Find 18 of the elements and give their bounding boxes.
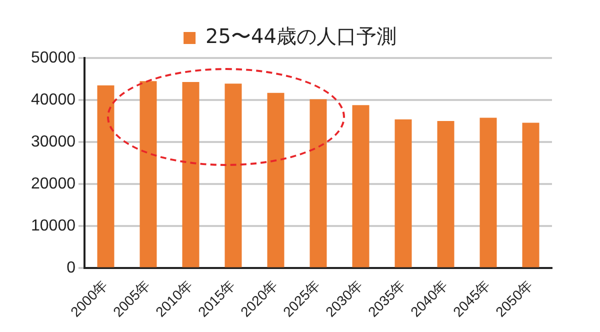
bar: [437, 121, 454, 268]
y-tick-label: 0: [66, 260, 76, 277]
bar: [267, 92, 284, 268]
bar: [97, 85, 114, 268]
legend-label: 25〜44歳の人口予測: [206, 24, 396, 48]
bar: [480, 118, 497, 268]
bar: [224, 84, 242, 268]
y-tick-label: 10000: [30, 218, 76, 235]
bar: [522, 122, 540, 268]
bar: [140, 81, 157, 268]
bar: [352, 105, 370, 268]
bar: [394, 119, 412, 268]
y-tick-label: 50000: [30, 49, 76, 66]
y-tick-label: 30000: [30, 133, 76, 150]
bar: [182, 82, 200, 268]
bar: [310, 99, 327, 268]
y-tick-label: 20000: [30, 176, 76, 193]
y-tick-label: 40000: [30, 91, 76, 108]
